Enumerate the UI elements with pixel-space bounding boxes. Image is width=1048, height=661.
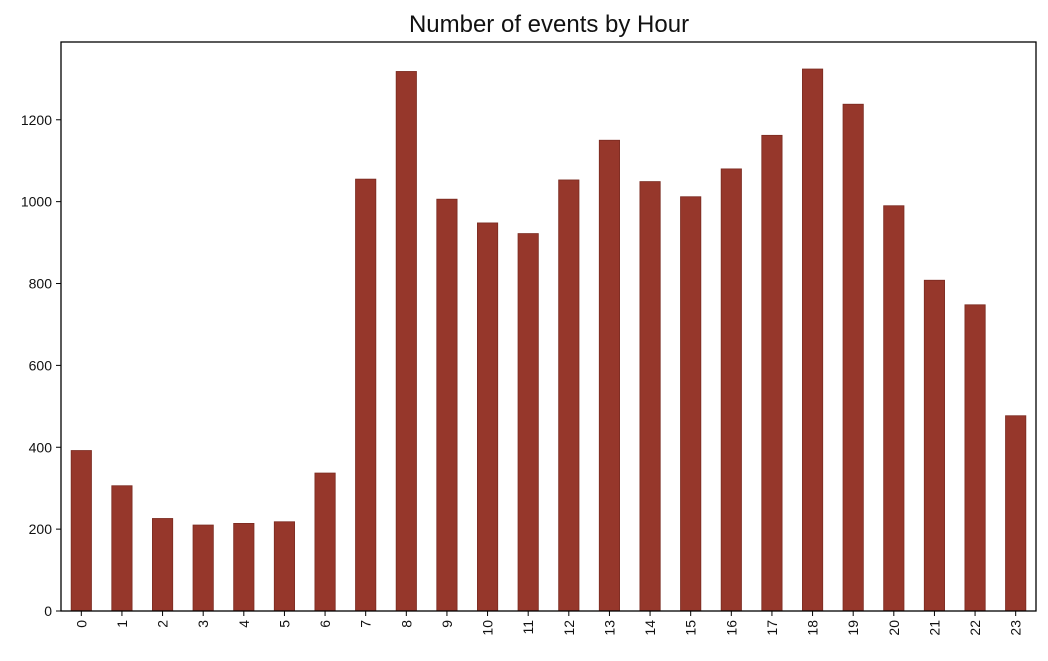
bar-hour-18 — [802, 68, 824, 612]
chart-title: Number of events by Hour — [409, 11, 689, 38]
bar-hour-20 — [883, 205, 905, 612]
bar-hour-11 — [517, 233, 539, 612]
x-tick-label: 16 — [723, 620, 739, 636]
bar-hour-1 — [111, 485, 133, 612]
y-tick-label: 200 — [29, 521, 53, 537]
bar-hour-2 — [152, 518, 174, 612]
x-tick-label: 12 — [561, 620, 577, 636]
x-tick-label: 15 — [683, 620, 699, 636]
bar-hour-23 — [1005, 415, 1027, 612]
x-tick-label: 0 — [73, 620, 89, 628]
bar-hour-16 — [720, 168, 742, 612]
bar-hour-0 — [70, 450, 92, 612]
x-tick-label: 6 — [317, 620, 333, 628]
x-tick-label: 5 — [276, 620, 292, 628]
bar-hour-21 — [923, 279, 945, 612]
y-tick-label: 400 — [29, 439, 53, 455]
bar-hour-5 — [273, 521, 295, 612]
x-tick-label: 18 — [805, 620, 821, 636]
bar-hour-7 — [355, 178, 377, 612]
y-axis: 0 200 400 600 800 1000 1200 — [21, 112, 61, 619]
x-tick-label: 2 — [155, 620, 171, 628]
x-tick-label: 10 — [480, 620, 496, 636]
x-tick-label: 1 — [114, 620, 130, 628]
y-tick-label: 800 — [29, 276, 53, 292]
y-tick-label: 1200 — [21, 112, 52, 128]
bar-hour-22 — [964, 304, 986, 612]
bar-hour-14 — [639, 181, 661, 612]
x-tick-label: 23 — [1008, 620, 1024, 636]
y-tick-label: 600 — [29, 357, 53, 373]
bar-hour-9 — [436, 198, 458, 612]
x-tick-label: 20 — [886, 620, 902, 636]
bar-hour-8 — [395, 71, 417, 612]
x-tick-label: 3 — [195, 620, 211, 628]
bar-hour-12 — [558, 179, 580, 612]
bars-layer — [70, 68, 1027, 612]
bar-hour-17 — [761, 134, 783, 612]
bar-hour-3 — [192, 524, 214, 612]
x-tick-label: 7 — [358, 620, 374, 628]
x-tick-label: 4 — [236, 620, 252, 628]
bar-hour-15 — [680, 196, 702, 612]
x-tick-label: 13 — [601, 620, 617, 636]
x-tick-label: 9 — [439, 620, 455, 628]
y-tick-label: 0 — [44, 603, 52, 619]
x-tick-label: 21 — [926, 620, 942, 636]
bar-hour-13 — [598, 139, 620, 612]
bar-hour-4 — [233, 523, 255, 612]
x-tick-label: 19 — [845, 620, 861, 636]
bar-hour-19 — [842, 103, 864, 612]
bar-hour-10 — [477, 222, 499, 612]
x-tick-label: 14 — [642, 620, 658, 636]
bar-hour-6 — [314, 472, 336, 612]
x-tick-label: 11 — [520, 620, 536, 635]
x-axis: 0 1 2 3 4 5 6 7 8 9 10 11 12 13 14 15 16 17 18 19 20 21 22 23 — [73, 611, 1024, 636]
plot-frame — [60, 41, 1037, 612]
x-tick-label: 8 — [398, 620, 414, 628]
y-tick-label: 1000 — [21, 194, 52, 210]
x-tick-label: 22 — [967, 620, 983, 636]
x-tick-label: 17 — [764, 620, 780, 636]
